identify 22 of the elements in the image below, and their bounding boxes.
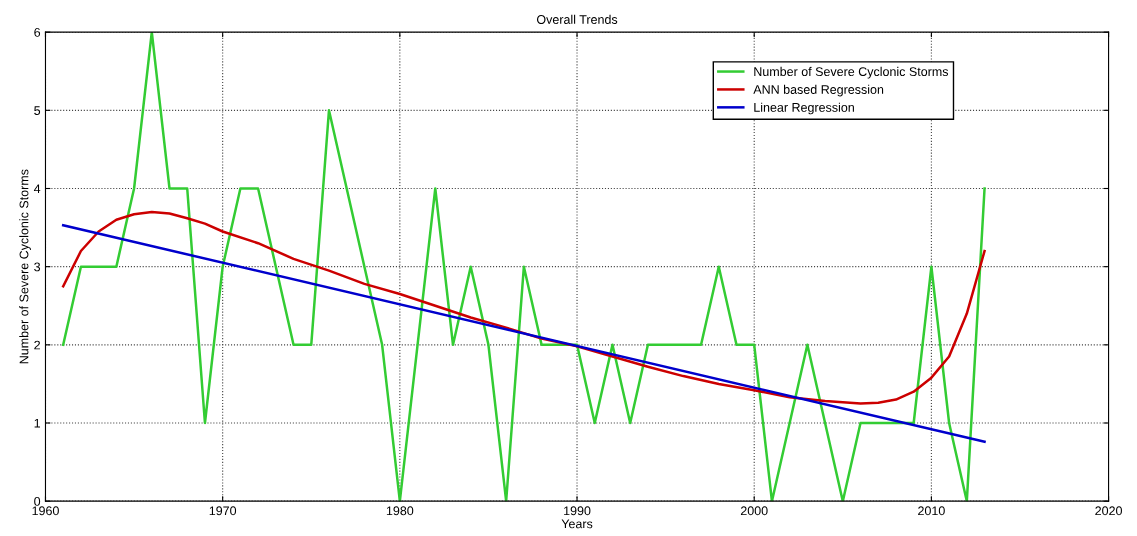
x-tick-label: 1960 — [32, 506, 59, 516]
x-axis-title: Years — [561, 519, 593, 529]
x-tick-label: 2020 — [1095, 506, 1122, 516]
y-tick-label: 1 — [34, 418, 41, 428]
x-tick-label: 1980 — [386, 506, 414, 516]
legend-label: Linear Regression — [754, 102, 854, 115]
y-tick-label: 5 — [34, 106, 41, 115]
legend-label: ANN based Regression — [753, 84, 884, 97]
y-tick-label: 6 — [34, 27, 41, 37]
y-tick-label: 3 — [34, 262, 41, 272]
y-tick-label: 4 — [33, 184, 41, 194]
line-series — [61, 210, 986, 405]
chart-title: Overall Trends — [536, 14, 618, 24]
x-tick-label: 1970 — [209, 506, 237, 516]
x-tick-label: 2010 — [918, 506, 945, 516]
line-series — [61, 32, 986, 502]
x-tick-label: 2000 — [740, 506, 768, 516]
y-tick-label: 0 — [34, 496, 41, 506]
y-tick-label: 2 — [34, 340, 40, 350]
legend-label: Number of Severe Cyclonic Storms — [754, 66, 949, 79]
x-tick-label: 1990 — [564, 506, 591, 516]
y-axis-title: Number of Severe Cyclonic Storms — [19, 169, 31, 364]
